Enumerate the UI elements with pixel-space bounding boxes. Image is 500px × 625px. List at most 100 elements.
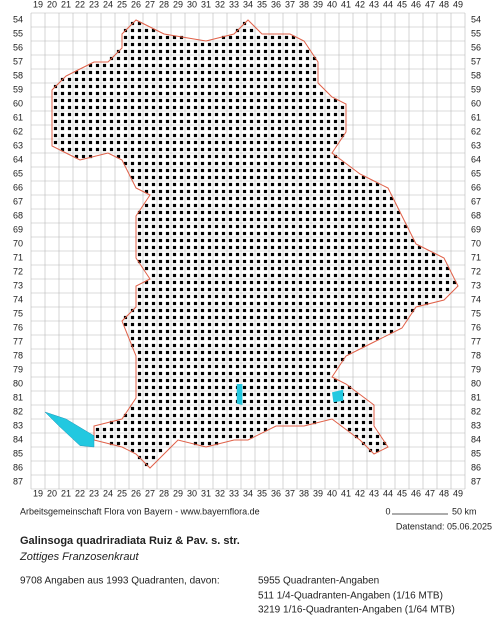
occurrence-dot: [130, 448, 135, 453]
occurrence-dot: [144, 266, 149, 271]
occurrence-dot: [270, 189, 275, 194]
occurrence-dot: [284, 371, 289, 376]
occurrence-dot: [361, 336, 366, 341]
occurrence-dot: [347, 245, 352, 250]
occurrence-dot: [256, 406, 261, 411]
occurrence-dot: [137, 406, 142, 411]
occurrence-dot: [228, 91, 233, 96]
occurrence-dot: [60, 147, 65, 152]
occurrence-dot: [165, 336, 170, 341]
occurrence-dot: [284, 42, 289, 47]
y-label: 70: [471, 238, 481, 248]
occurrence-dot: [312, 413, 317, 418]
occurrence-dot: [270, 343, 275, 348]
occurrence-dot: [137, 357, 142, 362]
occurrence-dot: [214, 203, 219, 208]
occurrence-dot: [235, 287, 240, 292]
x-label: 46: [411, 488, 421, 498]
occurrence-dot: [361, 231, 366, 236]
y-label: 59: [471, 84, 481, 94]
occurrence-dot: [200, 42, 205, 47]
occurrence-dot: [361, 273, 366, 278]
occurrence-dot: [284, 364, 289, 369]
occurrence-dot: [368, 427, 373, 432]
occurrence-dot: [109, 133, 114, 138]
occurrence-dot: [298, 126, 303, 131]
occurrence-dot: [284, 273, 289, 278]
occurrence-dot: [102, 140, 107, 145]
occurrence-dot: [333, 287, 338, 292]
occurrence-dot: [179, 434, 184, 439]
occurrence-dot: [74, 70, 79, 75]
occurrence-dot: [438, 273, 443, 278]
occurrence-dot: [361, 217, 366, 222]
y-label: 87: [13, 476, 23, 486]
occurrence-dot: [291, 210, 296, 215]
occurrence-dot: [242, 133, 247, 138]
occurrence-dot: [137, 112, 142, 117]
occurrence-dot: [158, 126, 163, 131]
occurrence-dot: [242, 329, 247, 334]
occurrence-dot: [235, 112, 240, 117]
occurrence-dot: [130, 343, 135, 348]
occurrence-dot: [284, 56, 289, 61]
occurrence-dot: [151, 168, 156, 173]
x-label: 45: [397, 0, 407, 9]
occurrence-dot: [186, 56, 191, 61]
axis-labels: 1919202021212222232324242525262627272828…: [13, 0, 481, 498]
occurrence-dot: [347, 196, 352, 201]
occurrence-dot: [312, 189, 317, 194]
occurrence-dot: [291, 350, 296, 355]
occurrence-dot: [179, 217, 184, 222]
occurrence-dot: [403, 308, 408, 313]
occurrence-dot: [144, 245, 149, 250]
occurrence-dot: [158, 210, 163, 215]
occurrence-dot: [221, 245, 226, 250]
occurrence-dot: [207, 42, 212, 47]
occurrence-dot: [298, 420, 303, 425]
occurrence-dot: [207, 49, 212, 54]
x-label: 34: [243, 0, 253, 9]
occurrence-dot: [200, 413, 205, 418]
occurrence-dot: [144, 161, 149, 166]
occurrence-dot: [291, 364, 296, 369]
occurrence-dot: [396, 308, 401, 313]
occurrence-dot: [165, 434, 170, 439]
occurrence-dot: [242, 259, 247, 264]
occurrence-dot: [305, 399, 310, 404]
occurrence-dot: [277, 133, 282, 138]
occurrence-dot: [179, 119, 184, 124]
occurrence-dot: [179, 427, 184, 432]
occurrence-dot: [354, 329, 359, 334]
occurrence-dot: [179, 70, 184, 75]
occurrence-dot: [312, 343, 317, 348]
occurrence-dot: [305, 77, 310, 82]
occurrence-dot: [172, 147, 177, 152]
occurrence-dot: [242, 322, 247, 327]
occurrence-dot: [235, 161, 240, 166]
occurrence-dot: [186, 280, 191, 285]
occurrence-dot: [123, 434, 128, 439]
y-label: 62: [13, 126, 23, 136]
occurrence-dot: [165, 273, 170, 278]
occurrence-dot: [165, 63, 170, 68]
occurrence-dot: [228, 294, 233, 299]
occurrence-dot: [354, 252, 359, 257]
occurrence-dot: [319, 343, 324, 348]
occurrence-dot: [151, 133, 156, 138]
occurrence-dot: [228, 322, 233, 327]
occurrence-dot: [249, 210, 254, 215]
x-label: 27: [145, 0, 155, 9]
occurrence-dot: [165, 133, 170, 138]
occurrence-dot: [305, 301, 310, 306]
occurrence-dot: [235, 259, 240, 264]
occurrence-dot: [67, 91, 72, 96]
occurrence-dot: [165, 126, 170, 131]
occurrence-dot: [242, 420, 247, 425]
occurrence-dot: [242, 182, 247, 187]
occurrence-dot: [368, 182, 373, 187]
occurrence-dot: [305, 280, 310, 285]
occurrence-dot: [291, 273, 296, 278]
y-label: 69: [471, 224, 481, 234]
